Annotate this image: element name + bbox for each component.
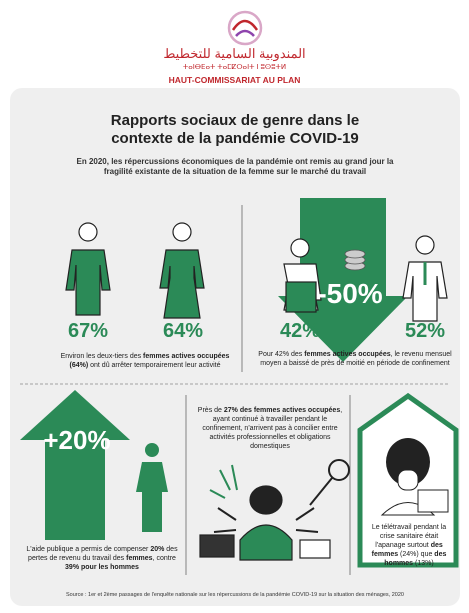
caption-text: , contre xyxy=(152,555,176,562)
caption: Le télétravail pendant la crise sanitair… xyxy=(365,523,453,568)
caption-text: des femmes xyxy=(371,542,443,558)
subtitle: En 2020, les répercussions économiques d… xyxy=(76,157,394,176)
title: Rapports sociaux de genre dans le contex… xyxy=(110,112,360,147)
stat: 52% xyxy=(404,320,446,342)
coins xyxy=(344,249,366,271)
stat: 42% xyxy=(279,320,321,342)
caption-text: 39% pour les hommes xyxy=(65,564,139,571)
caption-text: Le télétravail pendant la crise sanitair… xyxy=(371,524,447,549)
caption-text: (13%) xyxy=(413,560,434,567)
income-change: -50% xyxy=(317,278,383,309)
woman-figure xyxy=(159,222,205,319)
stat: 67% xyxy=(67,320,109,342)
caption: Près de 27% des femmes actives occupées,… xyxy=(194,406,346,451)
caption-text: des pertes de revenu du travail des xyxy=(28,546,178,562)
caption-text: (24%) que xyxy=(398,551,435,558)
man-figure xyxy=(65,222,111,316)
up-arrow xyxy=(20,390,130,540)
caption-text: Pour 42% des xyxy=(258,351,305,358)
caption-text: 20% xyxy=(150,546,165,553)
caption-text: , ayant continué à travailler pendant le… xyxy=(202,407,343,450)
multitask-woman xyxy=(199,459,350,561)
caption: Pour 42% des femmes actives occupées, le… xyxy=(255,350,455,368)
caption-text: Environ les deux-tiers des xyxy=(60,353,144,360)
man-figure xyxy=(402,235,448,322)
source: Source : 1er et 2ème passages de l'enquê… xyxy=(66,592,404,598)
logo xyxy=(227,10,263,46)
caption-text: Près de xyxy=(197,407,224,414)
institution-name: HAUT-COMMISSARIAT AU PLAN xyxy=(168,75,301,85)
aid-share: +20% xyxy=(43,425,111,455)
woman-figure xyxy=(283,238,322,313)
arabic-name: المندوبية السامية للتخطيط xyxy=(163,46,306,61)
caption-text: L'aide publique a permis de compenser xyxy=(26,546,151,553)
caption: L'aide publique a permis de compenser 20… xyxy=(22,545,182,572)
house xyxy=(357,392,459,568)
caption-text: 27% des femmes actives occupées xyxy=(223,407,341,414)
caption-text: , le revenu mensuel moyen a baissé de pr… xyxy=(260,351,452,367)
caption-text: femmes actives occupées (64%) xyxy=(69,353,230,369)
caption-text: des hommes xyxy=(384,551,447,567)
caption-text: ont dû arrêter temporairement leur activ… xyxy=(88,362,221,369)
stat: 64% xyxy=(162,320,204,342)
woman-figure xyxy=(136,443,168,532)
caption: Environ les deux-tiers des femmes active… xyxy=(55,352,235,370)
caption-text: femmes actives occupées xyxy=(304,351,391,358)
caption-text: femmes xyxy=(126,555,153,562)
tifinagh-name: ⵜⴰⵏⴱⴹⴰⵜ ⵜⴰⵎⵇⵔⴰⵏⵜ ⵏ ⵓⵙⵓⵜⵍ xyxy=(182,64,287,71)
